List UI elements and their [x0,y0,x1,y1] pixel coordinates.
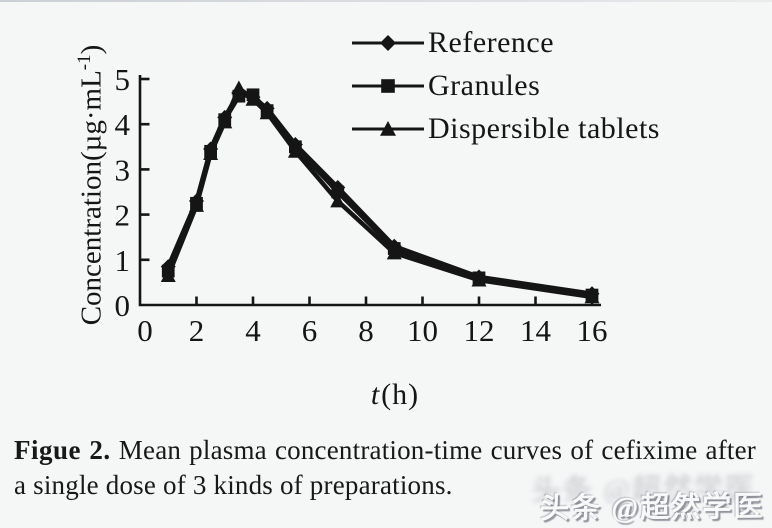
legend-label-granules: Granules [428,69,541,102]
legend-label-reference: Reference [428,26,555,59]
figure-caption-text: Mean plasma concentration-time curves of… [14,435,757,500]
svg-text:1: 1 [115,243,131,278]
diamond-marker-icon [352,35,424,51]
svg-text:2: 2 [189,313,205,348]
x-axis-title: t(h) [330,378,460,412]
y-axis-title-superscript: -1 [74,54,95,71]
svg-text:16: 16 [577,313,608,348]
svg-text:4: 4 [115,107,131,142]
triangle-marker-icon [352,121,424,136]
y-axis-title-close: ) [75,44,108,55]
x-axis-title-variable: t [370,378,381,411]
svg-text:10: 10 [407,313,438,348]
svg-text:3: 3 [115,152,131,187]
legend-item-granules: Granules [352,69,660,103]
svg-text:0: 0 [137,313,153,348]
legend-item-reference: Reference [352,26,660,60]
legend: Reference Granules Dispersible tablets [352,26,660,146]
svg-text:12: 12 [464,313,495,348]
y-axis-title-text: Concentration(µg·mL [75,70,108,326]
legend-item-dispersible-tablets: Dispersible tablets [352,112,660,146]
svg-text:0: 0 [115,288,131,323]
y-axis-title: Concentration(µg·mL-1) [74,20,110,350]
legend-label-dispersible-tablets: Dispersible tablets [428,112,660,145]
square-marker-icon [352,79,424,93]
svg-text:2: 2 [115,198,131,233]
svg-text:8: 8 [358,313,374,348]
x-axis-title-unit: (h) [381,378,420,411]
svg-text:14: 14 [520,313,552,348]
svg-text:5: 5 [115,62,131,97]
figure-caption-label: Figue 2. [14,435,111,465]
watermark: 头条 @超然学医 [539,491,765,525]
figure-caption: Figue 2. Mean plasma concentration-time … [14,433,756,503]
svg-text:4: 4 [245,313,261,348]
svg-text:6: 6 [302,313,318,348]
